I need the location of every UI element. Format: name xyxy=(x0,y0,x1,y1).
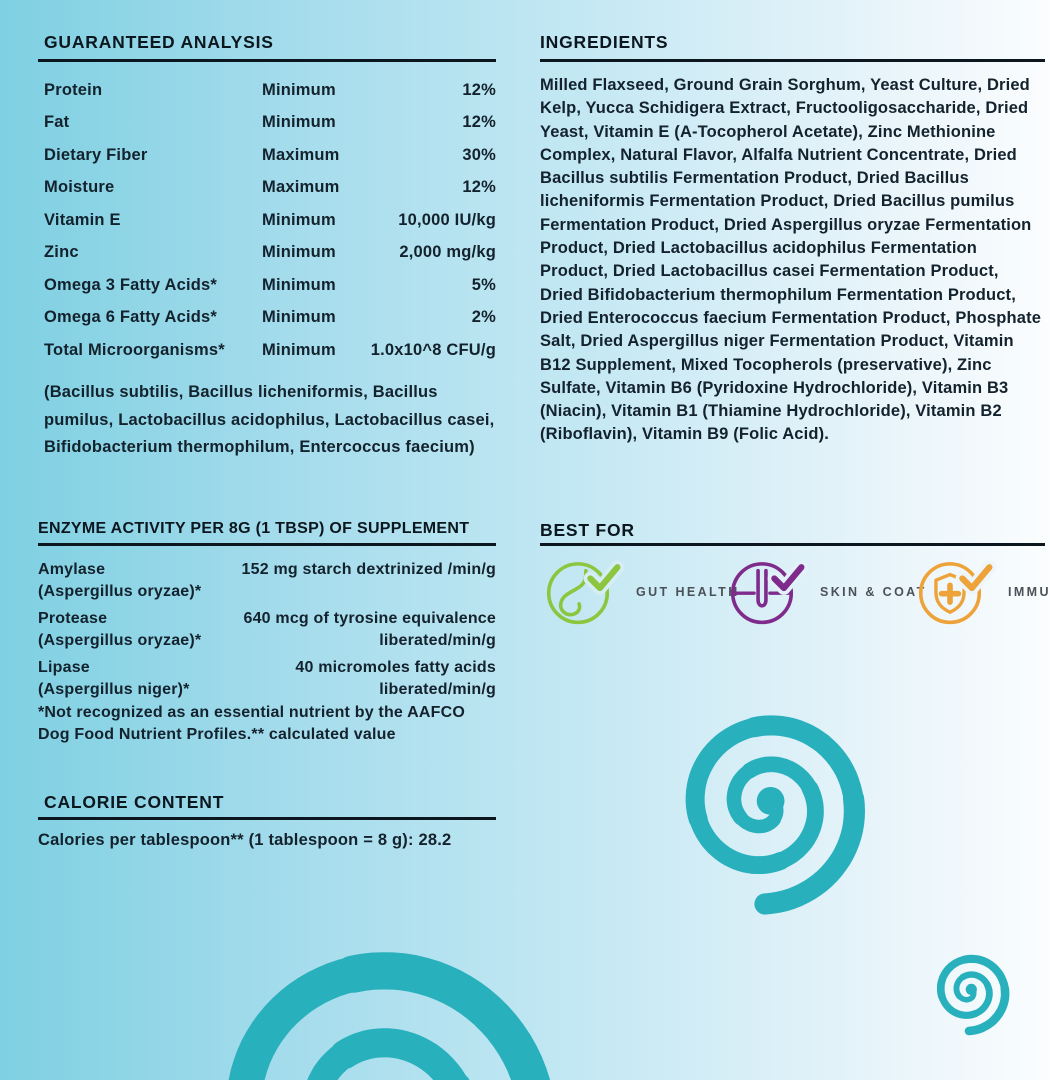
best-for-label: GUT HEALTH xyxy=(636,585,740,599)
enzyme-value: 152 mg starch dextrinized /min/g xyxy=(241,561,496,578)
nutrient-basis: Maximum xyxy=(262,145,340,164)
enzyme-value: 40 micromoles fatty acids liberated/min/… xyxy=(295,659,496,698)
section-rule xyxy=(38,543,496,546)
nutrient-value: 5% xyxy=(471,275,496,294)
nutrient-name: Moisture xyxy=(44,178,115,197)
aafco-footnote: *Not recognized as an essential nutrient… xyxy=(38,704,465,743)
microorganisms-note-section: (Bacillus subtilis, Bacillus licheniform… xyxy=(38,379,496,462)
spiral-decoration-large xyxy=(685,715,866,915)
left-column: GUARANTEED ANALYSIS Protein Minimum 12% … xyxy=(38,0,496,1080)
best-for-label: IMMUNE xyxy=(1008,585,1050,599)
nutrient-value: 1.0x10^8 CFU/g xyxy=(370,340,496,359)
nutrient-basis: Minimum xyxy=(262,210,336,229)
nutrient-value: 30% xyxy=(462,145,496,164)
nutrient-value: 10,000 IU/kg xyxy=(398,210,496,229)
guaranteed-analysis-title: GUARANTEED ANALYSIS xyxy=(44,32,274,52)
enzyme-value: 640 mcg of tyrosine equivalence liberate… xyxy=(243,610,496,649)
nutrient-name: Omega 3 Fatty Acids* xyxy=(44,275,218,294)
enzyme-name: Amylase xyxy=(38,561,106,578)
nutrient-basis: Maximum xyxy=(262,178,340,197)
table-row: Lipase (Aspergillus niger)* 40 micromole… xyxy=(38,657,496,701)
calorie-content-section: CALORIE CONTENT xyxy=(38,792,496,813)
ingredients-text: Milled Flaxseed, Ground Grain Sorghum, Y… xyxy=(540,76,1042,444)
nutrient-value: 12% xyxy=(462,113,496,132)
best-for-item-immune: IMMUNE xyxy=(916,556,1050,628)
right-column: INGREDIENTS Milled Flaxseed, Ground Grai… xyxy=(540,0,1050,1080)
nutrient-name: Total Microorganisms* xyxy=(44,340,225,359)
table-row: Omega 6 Fatty Acids* Minimum 2% xyxy=(38,302,496,335)
enzyme-source: (Aspergillus oryzae)* xyxy=(38,632,202,649)
nutrient-basis: Minimum xyxy=(262,80,336,99)
nutrient-basis: Minimum xyxy=(262,243,336,262)
guaranteed-analysis-table: Protein Minimum 12% Fat Minimum 12% Diet… xyxy=(38,74,496,367)
section-rule xyxy=(540,59,1045,62)
best-for-item-gut-health: GUT HEALTH xyxy=(544,556,740,628)
enzyme-name: Lipase xyxy=(38,659,90,676)
spiral-decoration-bottom xyxy=(228,952,551,1080)
ingredients-title: INGREDIENTS xyxy=(540,32,669,52)
enzyme-name: Protease xyxy=(38,610,108,627)
enzyme-activity-section: ENZYME ACTIVITY PER 8G (1 TBSP) OF SUPPL… xyxy=(38,520,496,538)
best-for-item-skin-coat: SKIN & COAT xyxy=(728,556,927,628)
stomach-icon xyxy=(546,560,625,625)
nutrient-name: Protein xyxy=(44,80,103,99)
section-rule xyxy=(540,543,1045,546)
spiral-decoration-small xyxy=(936,954,1010,1036)
enzyme-source: (Aspergillus niger)* xyxy=(38,681,190,698)
nutrient-name: Zinc xyxy=(44,243,79,262)
section-rule xyxy=(38,59,496,62)
ingredients-section: INGREDIENTS xyxy=(540,32,1045,53)
nutrient-name: Omega 6 Fatty Acids* xyxy=(44,308,218,327)
nutrient-name: Fat xyxy=(44,113,70,132)
enzyme-activity-title: ENZYME ACTIVITY PER 8G (1 TBSP) OF SUPPL… xyxy=(38,520,470,537)
nutrient-basis: Minimum xyxy=(262,113,336,132)
nutrient-name: Vitamin E xyxy=(44,210,121,229)
table-row: Moisture Maximum 12% xyxy=(38,172,496,205)
calorie-line-section: Calories per tablespoon** (1 tablespoon … xyxy=(38,831,496,850)
calorie-line: Calories per tablespoon** (1 tablespoon … xyxy=(38,831,452,849)
table-row: Omega 3 Fatty Acids* Minimum 5% xyxy=(38,269,496,302)
nutrient-value: 12% xyxy=(462,80,496,99)
microorganisms-note: (Bacillus subtilis, Bacillus licheniform… xyxy=(44,383,495,456)
nutrient-value: 2,000 mg/kg xyxy=(399,243,496,262)
nutrient-name: Dietary Fiber xyxy=(44,145,148,164)
hair-follicle-icon xyxy=(730,560,809,625)
nutrient-value: 2% xyxy=(471,308,496,327)
table-row: Amylase (Aspergillus oryzae)* 152 mg sta… xyxy=(38,559,496,603)
table-row: Protein Minimum 12% xyxy=(38,74,496,107)
best-for-section: BEST FOR xyxy=(540,520,1045,541)
ingredients-text-section: Milled Flaxseed, Ground Grain Sorghum, Y… xyxy=(540,74,1045,447)
enzyme-activity-table: Amylase (Aspergillus oryzae)* 152 mg sta… xyxy=(38,559,496,706)
table-row: Dietary Fiber Maximum 30% xyxy=(38,139,496,172)
enzyme-source: (Aspergillus oryzae)* xyxy=(38,583,202,600)
section-rule xyxy=(38,817,496,820)
best-for-title: BEST FOR xyxy=(540,520,635,540)
nutrient-basis: Minimum xyxy=(262,340,336,359)
table-row: Total Microorganisms* Minimum 1.0x10^8 C… xyxy=(38,334,496,367)
calorie-content-title: CALORIE CONTENT xyxy=(44,792,225,812)
best-for-label: SKIN & COAT xyxy=(820,585,927,599)
shield-cross-icon xyxy=(918,560,997,625)
aafco-footnote-section: *Not recognized as an essential nutrient… xyxy=(38,702,496,746)
nutrient-basis: Minimum xyxy=(262,308,336,327)
table-row: Vitamin E Minimum 10,000 IU/kg xyxy=(38,204,496,237)
nutrient-basis: Minimum xyxy=(262,275,336,294)
table-row: Zinc Minimum 2,000 mg/kg xyxy=(38,237,496,270)
nutrient-value: 12% xyxy=(462,178,496,197)
guaranteed-analysis-section: GUARANTEED ANALYSIS xyxy=(38,32,496,53)
table-row: Protease (Aspergillus oryzae)* 640 mcg o… xyxy=(38,608,496,652)
table-row: Fat Minimum 12% xyxy=(38,107,496,140)
